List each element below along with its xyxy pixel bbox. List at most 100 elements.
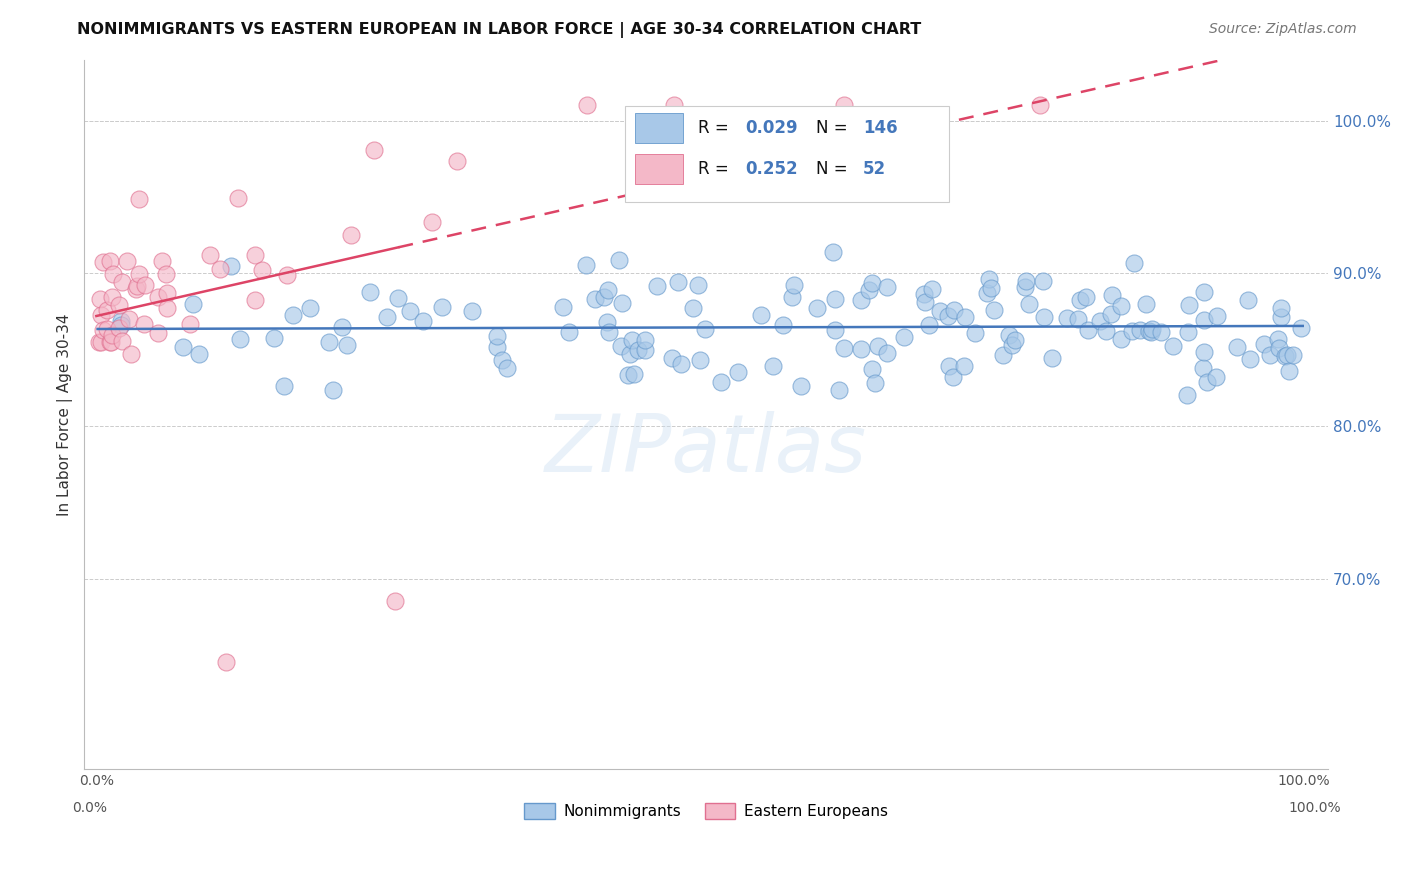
Point [849, 342, 872, 356]
Point [1278, 364, 1301, 378]
FancyBboxPatch shape [636, 154, 682, 184]
Legend: Nonimmigrants, Eastern Europeans: Nonimmigrants, Eastern Europeans [517, 797, 894, 825]
Point [575, 258, 598, 272]
Point [1067, 312, 1090, 326]
Text: 52: 52 [863, 160, 886, 178]
Point [666, 275, 689, 289]
Point [1137, 324, 1160, 338]
Point [460, 304, 482, 318]
Point [693, 321, 716, 335]
Point [1101, 288, 1123, 302]
Point [772, 318, 794, 332]
Point [876, 345, 898, 359]
Point [623, 367, 645, 381]
Text: 0.029: 0.029 [745, 119, 797, 136]
Point [384, 594, 406, 608]
Point [1275, 348, 1298, 362]
Point [1268, 342, 1291, 356]
Point [976, 286, 998, 301]
Point [91, 323, 114, 337]
Point [91, 255, 114, 269]
Point [89, 334, 111, 349]
Point [832, 98, 855, 112]
Point [893, 330, 915, 344]
Point [921, 282, 943, 296]
Point [682, 301, 704, 316]
Point [215, 656, 238, 670]
Point [179, 318, 201, 332]
Point [111, 334, 134, 348]
Point [263, 331, 285, 345]
Point [610, 296, 633, 310]
Point [124, 282, 146, 296]
Point [936, 309, 959, 323]
Point [181, 297, 204, 311]
Point [1206, 310, 1229, 324]
Point [1192, 313, 1215, 327]
Point [1004, 333, 1026, 347]
Point [1258, 348, 1281, 362]
Point [912, 287, 935, 301]
Point [621, 333, 644, 347]
Text: N =: N = [815, 160, 852, 178]
Point [993, 348, 1015, 362]
Point [647, 278, 669, 293]
Point [172, 340, 194, 354]
Point [363, 144, 385, 158]
Point [146, 290, 169, 304]
Point [727, 365, 749, 379]
Point [963, 326, 986, 340]
Point [1270, 310, 1292, 324]
Point [866, 339, 889, 353]
Point [1077, 323, 1099, 337]
Point [557, 325, 579, 339]
Point [1236, 293, 1258, 308]
Point [918, 318, 941, 332]
Point [1135, 297, 1157, 311]
Point [1121, 324, 1143, 338]
Point [1205, 369, 1227, 384]
Point [762, 359, 785, 373]
Point [100, 334, 122, 349]
Point [789, 378, 811, 392]
Text: Source: ZipAtlas.com: Source: ZipAtlas.com [1209, 22, 1357, 37]
Point [110, 314, 132, 328]
Point [298, 301, 321, 315]
Point [977, 272, 1000, 286]
Point [782, 278, 804, 293]
Point [1197, 376, 1219, 390]
Point [598, 325, 620, 339]
Point [125, 279, 148, 293]
Point [491, 352, 513, 367]
Point [496, 361, 519, 376]
Point [980, 281, 1002, 295]
Point [1270, 301, 1292, 315]
Point [146, 326, 169, 341]
Point [101, 327, 124, 342]
Point [250, 263, 273, 277]
Point [1123, 256, 1146, 270]
Point [689, 352, 711, 367]
Text: R =: R = [697, 160, 734, 178]
Point [243, 293, 266, 307]
Point [942, 303, 965, 318]
Point [108, 321, 131, 335]
Text: 0.0%: 0.0% [72, 801, 107, 815]
Point [598, 283, 620, 297]
Point [96, 322, 118, 336]
Point [1129, 323, 1152, 337]
Point [273, 379, 295, 393]
Text: 146: 146 [863, 119, 897, 136]
Point [110, 318, 132, 332]
Point [860, 362, 883, 376]
Point [928, 304, 950, 318]
Point [229, 333, 252, 347]
Point [1015, 274, 1038, 288]
Point [101, 267, 124, 281]
Point [1175, 388, 1198, 402]
Text: 0.252: 0.252 [745, 160, 797, 178]
Point [749, 308, 772, 322]
Point [330, 320, 353, 334]
Point [98, 254, 121, 268]
Point [1239, 352, 1261, 367]
